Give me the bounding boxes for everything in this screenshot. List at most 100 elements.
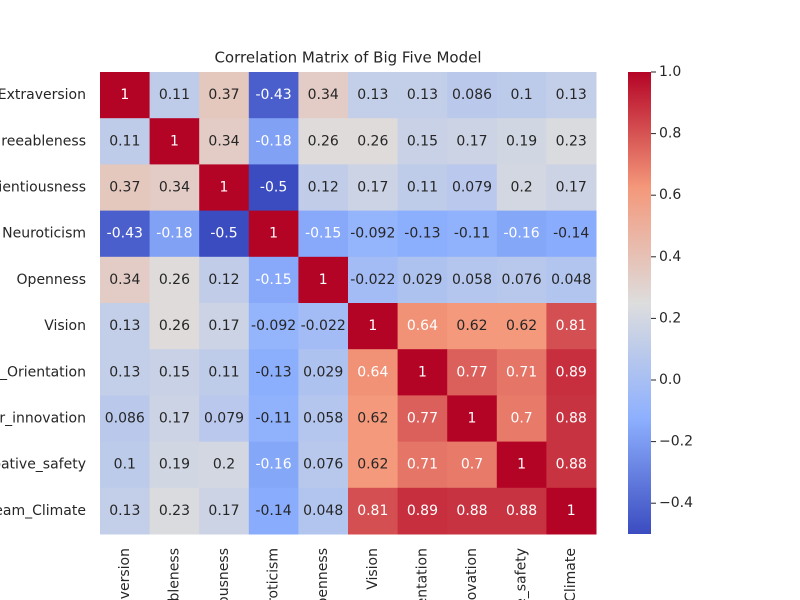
heatmap-cell — [348, 487, 399, 535]
cell-label: 0.17 — [357, 180, 388, 196]
cell-label: 0.34 — [159, 180, 190, 196]
heatmap-cell — [397, 441, 448, 489]
cell-label: -0.16 — [503, 226, 539, 242]
heatmap-cell — [248, 395, 299, 443]
cell-label: 0.34 — [208, 133, 239, 149]
cell-label: 1 — [517, 457, 526, 473]
cell-label: 0.076 — [502, 272, 542, 288]
heatmap-cell — [298, 72, 349, 119]
heatmap-cell — [199, 256, 250, 304]
heatmap-cell — [348, 118, 399, 165]
cell-label: -0.5 — [210, 226, 237, 242]
heatmap-cell — [149, 118, 200, 165]
heatmap-cell — [298, 210, 349, 258]
cell-label: 0.26 — [159, 272, 190, 288]
cell-label: 1 — [567, 503, 576, 519]
cell-label: 0.1 — [114, 457, 136, 473]
heatmap-cell — [447, 72, 498, 119]
cell-label: 0.13 — [407, 87, 438, 103]
heatmap-cell — [496, 210, 547, 258]
cell-label: -0.18 — [156, 226, 192, 242]
colorbar-tick-label: 0.6 — [659, 187, 681, 203]
cell-label: 0.13 — [357, 87, 388, 103]
heatmap-cell — [348, 441, 399, 489]
cell-label: 1 — [468, 411, 477, 427]
cell-label: 0.23 — [556, 133, 587, 149]
x-tick-label: Task_Orientation — [414, 548, 430, 600]
cell-label: 0.12 — [308, 180, 339, 196]
heatmap-cell — [496, 303, 547, 350]
cell-label: -0.15 — [255, 272, 291, 288]
heatmap-cell — [496, 164, 547, 212]
colorbar-tick-label: −0.4 — [659, 495, 693, 511]
cell-label: 0.17 — [456, 133, 487, 149]
heatmap-cell — [248, 349, 299, 396]
heatmap-cell — [397, 395, 448, 443]
cell-label: 0.37 — [109, 180, 140, 196]
cell-label: 0.086 — [452, 87, 492, 103]
cell-label: -0.5 — [260, 180, 287, 196]
x-tick-label: Participative_safety — [514, 548, 530, 600]
cell-label: -0.16 — [255, 457, 291, 473]
cell-label: -0.022 — [350, 272, 395, 288]
heatmap-cell — [348, 349, 399, 396]
cell-label: -0.15 — [305, 226, 341, 242]
colorbar-tick-label: 1.0 — [659, 64, 681, 80]
heatmap-cell — [496, 118, 547, 165]
heatmap-cell — [149, 72, 200, 119]
cell-label: 1 — [319, 272, 328, 288]
y-tick-label: Extraversion — [0, 87, 86, 103]
cell-label: 0.34 — [109, 272, 140, 288]
heatmap-cell — [348, 303, 399, 350]
cell-label: 1 — [220, 180, 229, 196]
cell-label: 0.88 — [506, 503, 537, 519]
cell-label: 1 — [269, 226, 278, 242]
heatmap-cell — [199, 118, 250, 165]
y-tick-label: Team_Climate — [0, 503, 86, 519]
x-tick-label: Openness — [315, 548, 331, 600]
heatmap-cell — [199, 303, 250, 350]
y-tick-label: Support_for_innovation — [0, 411, 86, 427]
heatmap-cell — [149, 303, 200, 350]
heatmap-cell — [248, 256, 299, 304]
heatmap-cell — [100, 256, 151, 304]
cell-label: 0.058 — [452, 272, 492, 288]
colorbar-tick-label: 0.2 — [659, 310, 681, 326]
cell-label: 0.26 — [308, 133, 339, 149]
heatmap-cell — [447, 118, 498, 165]
heatmap-cell — [149, 395, 200, 443]
cell-label: 0.17 — [208, 318, 239, 334]
cell-label: 0.37 — [208, 87, 239, 103]
cell-label: 0.88 — [556, 411, 587, 427]
cell-label: 0.34 — [308, 87, 339, 103]
cell-label: 0.64 — [407, 318, 438, 334]
heatmap-cell — [447, 349, 498, 396]
x-tick-label: Support_for_innovation — [464, 548, 480, 600]
cell-label: 0.11 — [407, 180, 438, 196]
heatmap-cell — [348, 395, 399, 443]
heatmap-cell — [298, 164, 349, 212]
heatmap-cell — [100, 487, 151, 535]
y-tick-label: Openness — [17, 272, 86, 288]
cell-label: 0.62 — [357, 457, 388, 473]
x-tick-label: Conscientiousness — [216, 548, 232, 600]
cell-label: 1 — [418, 364, 427, 380]
heatmap-cell — [397, 349, 448, 396]
heatmap-cell — [546, 349, 597, 396]
cell-label: 0.23 — [159, 503, 190, 519]
heatmap-cell — [496, 441, 547, 489]
cell-label: 1 — [368, 318, 377, 334]
colorbar-tick-label: 0.8 — [659, 126, 681, 142]
heatmap-cell — [447, 303, 498, 350]
cell-label: 0.2 — [510, 180, 532, 196]
heatmap-cell — [149, 441, 200, 489]
heatmap-cell — [298, 349, 349, 396]
heatmap-cell — [298, 303, 349, 350]
heatmap-cell — [248, 210, 299, 258]
heatmap-cell — [248, 441, 299, 489]
y-tick-label: Neuroticism — [2, 226, 86, 242]
heatmap-cell — [100, 441, 151, 489]
cell-label: -0.43 — [107, 226, 143, 242]
heatmap-cell — [496, 256, 547, 304]
heatmap-cell — [397, 72, 448, 119]
